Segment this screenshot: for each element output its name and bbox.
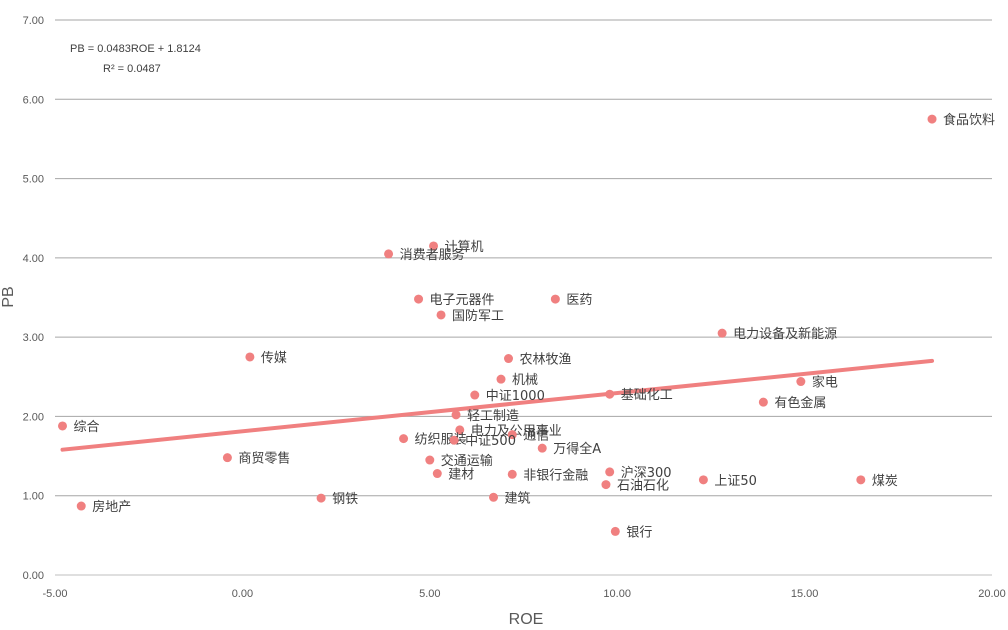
y-axis-title: PB: [0, 286, 17, 307]
data-point-label: 煤炭: [872, 474, 898, 489]
data-point-label: 农林牧渔: [520, 353, 572, 368]
data-point-label: 国防军工: [452, 308, 504, 324]
y-tick-label: 2.00: [23, 411, 44, 423]
data-point: [57, 421, 67, 431]
data-point: [927, 114, 937, 124]
data-point: [399, 434, 409, 444]
data-point-label: 计算机: [445, 240, 484, 255]
data-point: [245, 352, 255, 362]
data-point-label: 通信: [523, 429, 549, 444]
data-point: [605, 389, 615, 399]
y-tick-label: 0.00: [23, 570, 44, 582]
data-point-label: 机械: [512, 373, 538, 388]
data-point-label: 食品饮料: [943, 112, 995, 128]
data-point: [414, 294, 424, 304]
y-tick-label: 1.00: [23, 491, 44, 503]
data-point: [489, 492, 499, 502]
data-point: [316, 493, 326, 503]
data-point: [717, 328, 727, 338]
data-point: [610, 526, 620, 536]
data-point: [601, 480, 611, 490]
data-point-label: 电力设备及新能源: [733, 326, 837, 342]
data-point-label: 房地产: [92, 499, 131, 515]
data-point: [451, 410, 461, 420]
data-point: [856, 475, 866, 485]
x-axis-ticks: -5.00 0.00 5.00 10.00 15.00 20.00: [42, 588, 1005, 600]
data-point: [796, 377, 806, 387]
data-point: [384, 249, 394, 259]
data-point: [425, 455, 435, 465]
data-point-label: 沪深300: [621, 465, 672, 481]
data-point: [550, 294, 560, 304]
data-point-label: 商贸零售: [238, 451, 290, 467]
data-point: [504, 354, 514, 364]
data-point: [449, 435, 459, 445]
data-point-label: 基础化工: [621, 388, 673, 403]
trend-equation: PB = 0.0483ROE + 1.8124: [70, 43, 201, 55]
data-point-label: 建筑: [505, 490, 531, 506]
data-point-label: 中证1000: [486, 389, 545, 404]
x-tick-label: 15.00: [791, 588, 819, 600]
data-point: [429, 241, 439, 251]
data-point: [432, 469, 442, 479]
data-point-label: 有色金属: [774, 395, 826, 411]
data-point-label: 银行: [626, 525, 652, 540]
data-point-label: 电力及公用事业: [471, 424, 562, 439]
x-tick-label: -5.00: [42, 588, 67, 600]
y-tick-label: 5.00: [23, 174, 44, 186]
y-tick-label: 4.00: [23, 253, 44, 265]
gridlines: [55, 19, 992, 576]
data-point-label: 综合: [73, 420, 99, 435]
data-point: [496, 374, 506, 384]
data-point-label: 上证50: [714, 474, 757, 489]
x-tick-label: 0.00: [232, 588, 253, 600]
data-point-label: 传媒: [261, 351, 287, 366]
data-point-label: 万得全A: [553, 441, 601, 457]
data-point-label: 纺织服装: [415, 433, 467, 448]
data-point: [507, 430, 517, 440]
data-point: [605, 467, 615, 477]
trendline: [60, 358, 935, 452]
x-tick-label: 5.00: [419, 588, 440, 600]
data-point: [758, 397, 768, 407]
data-point-label: 中证500: [465, 434, 516, 449]
data-point: [470, 390, 480, 400]
data-point-label: 电子元器件: [430, 293, 495, 308]
data-point: [76, 501, 86, 511]
data-point-label: 轻工制造: [467, 409, 519, 424]
data-point-label: 石油石化: [617, 479, 669, 494]
data-point: [222, 453, 232, 463]
data-point-label: 建材: [448, 468, 474, 483]
x-tick-label: 10.00: [603, 588, 631, 600]
data-point-label: 医药: [566, 293, 592, 308]
data-point-label: 非银行金融: [523, 467, 588, 483]
y-tick-label: 6.00: [23, 94, 44, 106]
x-axis-title: ROE: [509, 611, 544, 628]
data-point: [507, 469, 517, 479]
data-point: [455, 425, 465, 435]
y-axis-ticks: 0.00 1.00 2.00 3.00 4.00 5.00 6.00 7.00: [23, 15, 44, 582]
r-squared: R² = 0.0487: [103, 63, 161, 75]
data-point: [698, 475, 708, 485]
data-point-label: 消费者服务: [400, 247, 465, 263]
data-point: [537, 443, 547, 453]
data-point-label: 交通运输: [441, 453, 493, 469]
y-tick-label: 7.00: [23, 15, 44, 27]
x-tick-label: 20.00: [978, 588, 1006, 600]
data-point: [436, 310, 446, 320]
data-point-label: 钢铁: [332, 492, 358, 507]
y-tick-label: 3.00: [23, 332, 44, 344]
data-point-label: 家电: [812, 375, 838, 391]
